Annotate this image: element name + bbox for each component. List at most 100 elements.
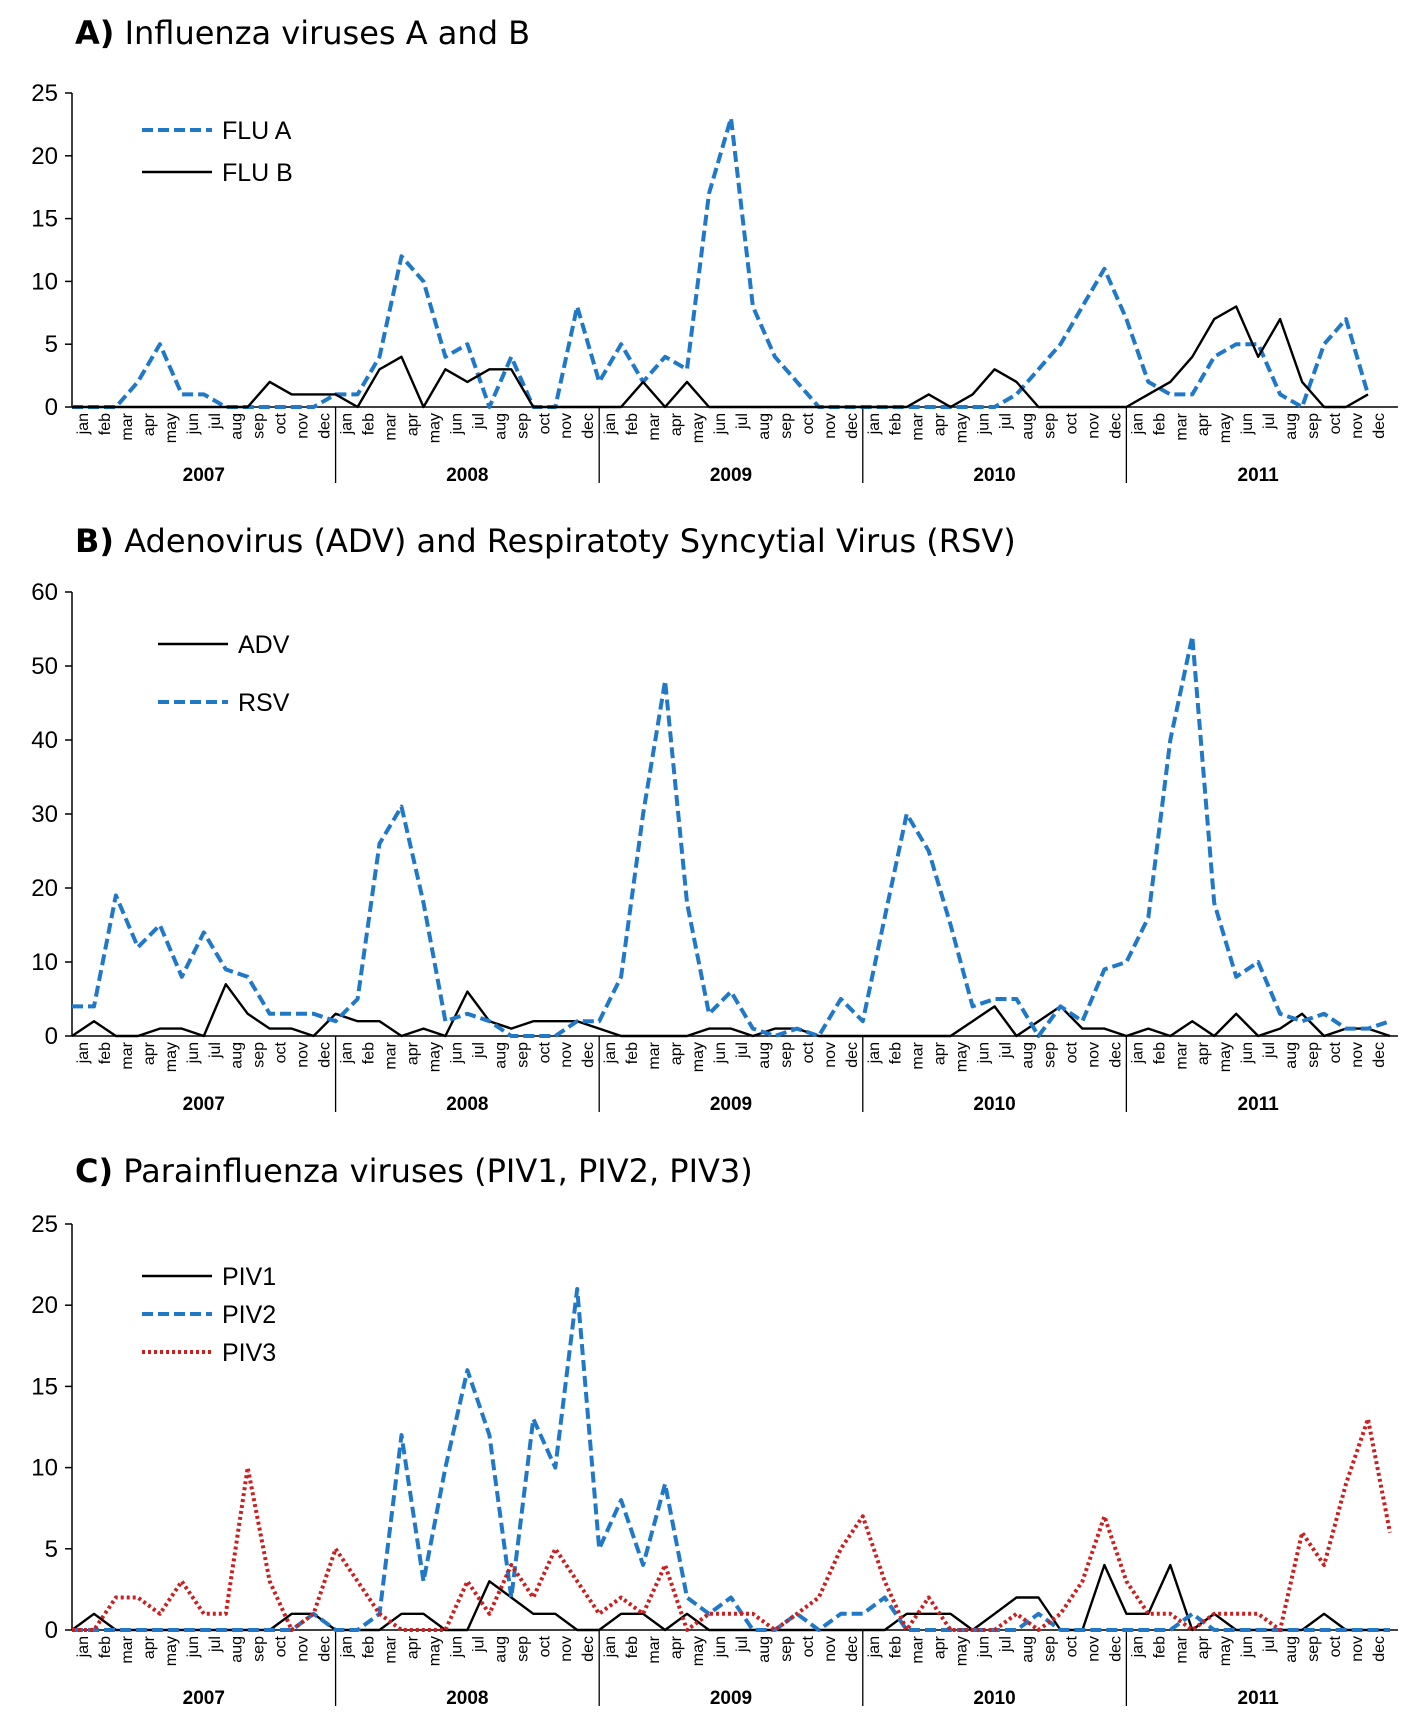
year-label: 2009 bbox=[710, 465, 752, 486]
x-tick-label: apr bbox=[1195, 1041, 1212, 1065]
year-label: 2010 bbox=[973, 465, 1015, 486]
series-line-flu-b bbox=[72, 305, 1369, 409]
x-tick-label: feb bbox=[888, 413, 905, 435]
x-tick-label: apr bbox=[932, 1041, 949, 1065]
x-tick-label: sep bbox=[1305, 413, 1322, 439]
series-line-adv bbox=[71, 983, 1391, 1038]
x-tick-label: nov bbox=[1085, 1042, 1102, 1068]
x-tick-label: jul bbox=[207, 413, 224, 430]
x-tick-label: jan bbox=[1129, 413, 1146, 435]
x-tick-label: apr bbox=[932, 412, 949, 436]
x-tick-label: sep bbox=[1041, 1636, 1058, 1662]
x-tick-label: jun bbox=[712, 1042, 729, 1064]
panel-c-letter: C) bbox=[75, 1152, 114, 1190]
x-tick-label: jun bbox=[185, 1042, 202, 1064]
x-tick-label: sep bbox=[1305, 1636, 1322, 1662]
x-tick-label: mar bbox=[383, 1635, 400, 1663]
x-tick-label: jun bbox=[448, 1636, 465, 1658]
x-tick-label: jan bbox=[339, 1636, 356, 1658]
year-label: 2011 bbox=[1238, 1688, 1280, 1709]
y-tick-label: 25 bbox=[31, 80, 58, 107]
x-tick-label: jun bbox=[712, 1636, 729, 1658]
year-label: 2007 bbox=[183, 1688, 225, 1709]
x-tick-label: may bbox=[163, 1042, 180, 1072]
x-tick-label: feb bbox=[888, 1042, 905, 1064]
x-tick-label: oct bbox=[1327, 412, 1344, 434]
x-tick-label: feb bbox=[1151, 1636, 1168, 1658]
year-label: 2007 bbox=[183, 465, 225, 486]
x-tick-label: dec bbox=[1371, 1042, 1388, 1068]
x-tick-label: dec bbox=[1371, 1636, 1388, 1662]
x-tick-label: feb bbox=[97, 1042, 114, 1064]
x-tick-label: jul bbox=[734, 413, 751, 430]
x-tick-label: jun bbox=[976, 1636, 993, 1658]
x-tick-label: jul bbox=[470, 413, 487, 430]
x-tick-label: jan bbox=[866, 413, 883, 435]
y-tick-label: 30 bbox=[31, 801, 58, 828]
x-tick-label: dec bbox=[1371, 413, 1388, 439]
series-line-piv1 bbox=[71, 1563, 1390, 1632]
x-tick-label: dec bbox=[1107, 413, 1124, 439]
x-tick-label: aug bbox=[492, 1636, 509, 1663]
x-tick-label: jul bbox=[734, 1636, 751, 1653]
year-label: 2008 bbox=[446, 1688, 488, 1709]
x-tick-label: jun bbox=[185, 413, 202, 435]
x-tick-label: dec bbox=[844, 1042, 861, 1068]
panel-b-title: B) Adenovirus (ADV) and Respiratoty Sync… bbox=[75, 522, 1016, 560]
x-tick-label: oct bbox=[273, 1635, 290, 1657]
series-line-rsv bbox=[72, 634, 1391, 1038]
x-tick-label: jul bbox=[1261, 1636, 1278, 1653]
x-tick-label: sep bbox=[778, 1636, 795, 1662]
x-tick-label: dec bbox=[580, 413, 597, 439]
x-tick-label: mar bbox=[1173, 412, 1190, 440]
x-tick-label: sep bbox=[514, 413, 531, 439]
x-tick-label: jun bbox=[712, 413, 729, 435]
x-tick-label: may bbox=[954, 1636, 971, 1666]
x-tick-label: apr bbox=[141, 412, 158, 436]
y-tick-label: 15 bbox=[31, 206, 58, 233]
y-tick-label: 10 bbox=[31, 268, 58, 295]
x-tick-label: sep bbox=[778, 413, 795, 439]
x-tick-label: may bbox=[426, 1636, 443, 1666]
y-tick-label: 20 bbox=[31, 1292, 58, 1319]
x-tick-label: oct bbox=[800, 1635, 817, 1657]
x-tick-label: jul bbox=[470, 1042, 487, 1059]
x-tick-label: aug bbox=[229, 1636, 246, 1663]
y-tick-label: 5 bbox=[45, 1536, 58, 1563]
x-tick-label: mar bbox=[646, 412, 663, 440]
y-tick-label: 60 bbox=[31, 579, 58, 606]
x-tick-label: oct bbox=[536, 1635, 553, 1657]
legend-label: PIV2 bbox=[222, 1301, 276, 1329]
x-tick-label: jul bbox=[734, 1042, 751, 1059]
panel-c-title: C) Parainfluenza viruses (PIV1, PIV2, PI… bbox=[75, 1152, 753, 1190]
x-tick-label: dec bbox=[580, 1636, 597, 1662]
x-tick-label: dec bbox=[1107, 1636, 1124, 1662]
y-tick-label: 5 bbox=[45, 331, 58, 358]
x-tick-label: dec bbox=[317, 1636, 334, 1662]
x-tick-label: oct bbox=[273, 1041, 290, 1063]
x-tick-label: nov bbox=[822, 1636, 839, 1662]
x-tick-label: dec bbox=[844, 1636, 861, 1662]
x-tick-label: jan bbox=[866, 1042, 883, 1064]
x-tick-label: nov bbox=[295, 1636, 312, 1662]
x-tick-label: jul bbox=[1261, 413, 1278, 430]
x-tick-label: apr bbox=[404, 412, 421, 436]
year-label: 2010 bbox=[973, 1094, 1015, 1115]
y-tick-label: 20 bbox=[31, 143, 58, 170]
x-tick-label: may bbox=[1217, 1636, 1234, 1666]
x-tick-label: feb bbox=[361, 413, 378, 435]
x-tick-label: dec bbox=[580, 1042, 597, 1068]
x-tick-label: feb bbox=[624, 413, 641, 435]
x-tick-label: may bbox=[163, 1636, 180, 1666]
x-tick-label: sep bbox=[251, 1042, 268, 1068]
x-tick-label: oct bbox=[1327, 1635, 1344, 1657]
x-tick-label: jul bbox=[998, 1042, 1015, 1059]
x-tick-label: nov bbox=[1349, 413, 1366, 439]
x-tick-label: mar bbox=[383, 412, 400, 440]
x-tick-label: oct bbox=[800, 1041, 817, 1063]
y-tick-label: 40 bbox=[31, 727, 58, 754]
y-tick-label: 10 bbox=[31, 1455, 58, 1482]
x-tick-label: sep bbox=[778, 1042, 795, 1068]
x-tick-label: sep bbox=[1041, 1042, 1058, 1068]
